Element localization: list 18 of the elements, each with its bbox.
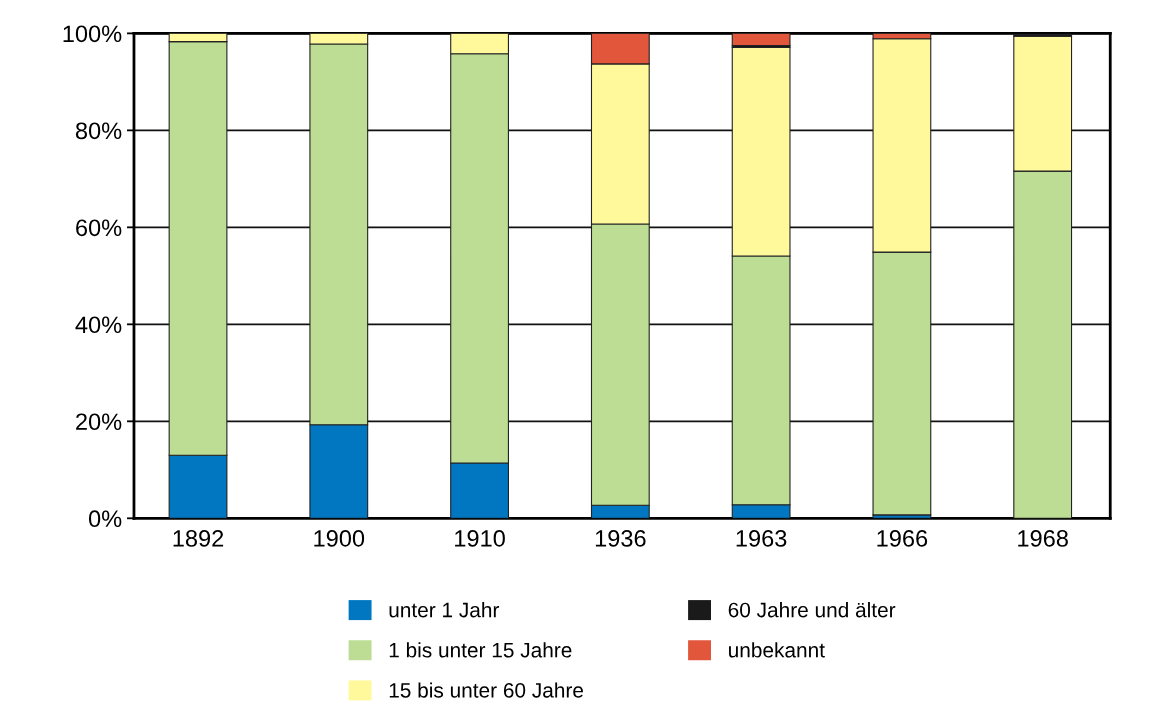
x-tick-label: 1963 [736, 530, 787, 547]
y-tick-label: 40% [75, 316, 122, 334]
x-tick-label: 1900 [314, 530, 365, 547]
y-tick-label: 100% [63, 25, 122, 43]
legend-label: unter 1 Jahr [389, 602, 500, 618]
y-tick-label: 0% [88, 510, 122, 528]
x-tick-label: 1936 [595, 530, 646, 547]
x-tick-label: 1910 [455, 530, 505, 547]
legend-label: 1 bis unter 15 Jahre [389, 642, 572, 658]
y-tick-label: 80% [75, 122, 122, 140]
y-tick-label: 20% [76, 413, 122, 431]
legend-label: 15 bis unter 60 Jahre [389, 682, 584, 698]
legend-label: 60 Jahre und älter [728, 602, 896, 618]
y-tick-label: 60% [76, 219, 122, 237]
x-tick-label: 1892 [173, 530, 224, 547]
legend-label: unbekannt [729, 642, 825, 658]
x-tick-label: 1968 [1018, 530, 1068, 547]
x-tick-label: 1966 [877, 530, 928, 547]
